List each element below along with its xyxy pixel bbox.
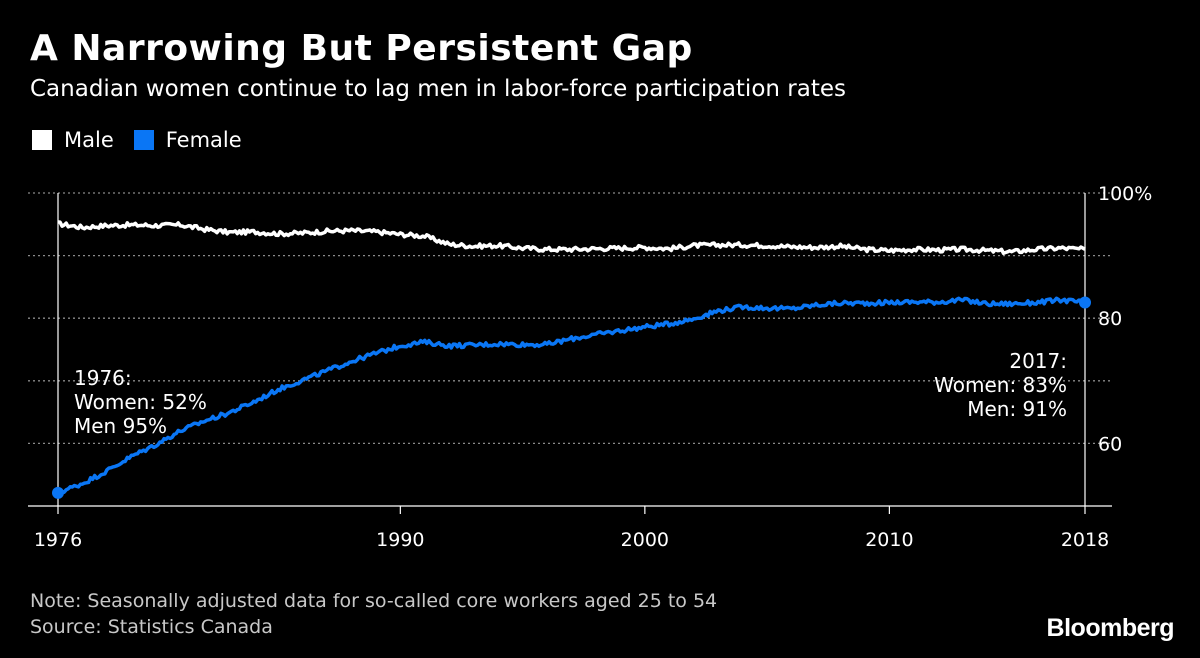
tick-labels: 60 80 100% 1976 1990 2000 2010 2018 xyxy=(34,183,1153,551)
annotations: 1976:Women: 52%Men 95% 2017:Women: 83%Men… xyxy=(74,349,1067,438)
y-tick-label-60: 60 xyxy=(1098,433,1122,455)
annotation-1976-line-2: Men 95% xyxy=(74,414,167,438)
annotation-2017-line-1: Women: 83% xyxy=(934,373,1067,397)
y-tick-label-80: 80 xyxy=(1098,308,1122,330)
note-text: Note: Seasonally adjusted data for so-ca… xyxy=(30,590,718,612)
bloomberg-logo: Bloomberg xyxy=(1046,614,1175,642)
y-tick-label-100: 100% xyxy=(1098,183,1152,205)
legend-item-female: Female xyxy=(133,128,242,152)
series-line-male xyxy=(57,220,1086,256)
series-lines xyxy=(52,220,1091,499)
reference-lines xyxy=(57,193,1086,506)
series-line-female xyxy=(56,296,1087,495)
x-axis xyxy=(28,505,1112,514)
annotation-1976-line-0: 1976: xyxy=(74,366,132,390)
legend-swatch-female xyxy=(133,130,154,150)
legend-item-male: Male xyxy=(32,128,114,152)
annotation-1976-line-1: Women: 52% xyxy=(74,390,207,414)
source-text: Source: Statistics Canada xyxy=(30,616,273,638)
endpoint-end-female xyxy=(1079,296,1091,309)
annotation-2017-line-2: Men: 91% xyxy=(967,397,1067,421)
legend-swatch-male xyxy=(32,130,52,150)
x-tick-label-2018: 2018 xyxy=(1061,529,1109,551)
grid-lines xyxy=(28,192,1112,445)
annotation-2017-line-0: 2017: xyxy=(1009,349,1067,373)
x-tick-label-2000: 2000 xyxy=(621,529,669,551)
chart-subtitle: Canadian women continue to lag men in la… xyxy=(30,76,846,102)
legend-label-male: Male xyxy=(64,128,114,152)
x-tick-label-2010: 2010 xyxy=(865,529,913,551)
endpoint-start-female xyxy=(52,486,64,499)
x-tick-label-1976: 1976 xyxy=(34,529,82,551)
chart-title: A Narrowing But Persistent Gap xyxy=(30,28,693,69)
footnote: Note: Seasonally adjusted data for so-ca… xyxy=(30,588,717,640)
legend-label-female: Female xyxy=(165,128,242,152)
x-tick-label-1990: 1990 xyxy=(376,529,424,551)
legend: Male Female xyxy=(32,128,262,152)
